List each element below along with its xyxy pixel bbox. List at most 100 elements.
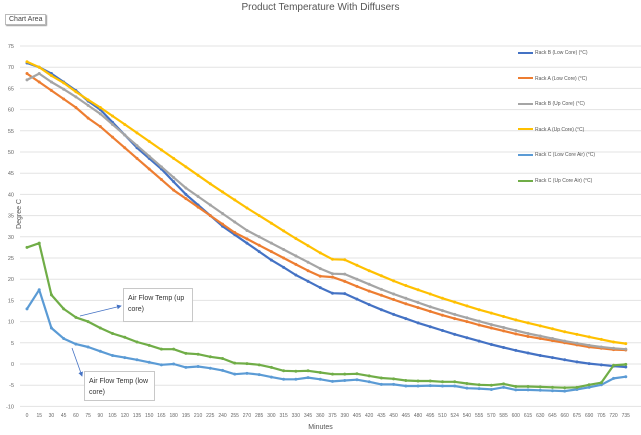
legend-swatch (518, 154, 533, 157)
data-point (587, 385, 591, 389)
chart-area-tooltip: Chart Area (5, 14, 47, 25)
x-tick-label: 225 (206, 413, 215, 419)
data-point (294, 377, 298, 381)
data-point (306, 376, 310, 380)
y-tick-label: 55 (8, 129, 14, 135)
data-point (318, 370, 322, 374)
series-2 (25, 72, 628, 351)
x-tick-label: 510 (438, 413, 447, 419)
x-tick-label: 675 (573, 413, 582, 419)
data-point (86, 98, 90, 102)
data-point (550, 385, 554, 389)
y-tick-label: 0 (11, 362, 14, 368)
data-point (575, 360, 579, 364)
data-point (563, 339, 567, 343)
data-point (477, 323, 481, 327)
data-point (624, 365, 628, 369)
x-tick-label: 75 (85, 413, 91, 419)
x-tick-label: 165 (157, 413, 166, 419)
data-point (538, 354, 542, 358)
data-point (294, 273, 298, 277)
data-point (62, 81, 66, 85)
annotation-low-core[interactable]: Air Flow Temp (low core) (84, 371, 155, 401)
data-point (282, 369, 286, 373)
legend-item[interactable]: Rack B (Low Core) (°C) (518, 50, 588, 60)
data-point (269, 258, 273, 262)
x-tick-label: 600 (512, 413, 521, 419)
data-point (489, 342, 493, 346)
data-point (538, 388, 542, 392)
data-point (269, 221, 273, 225)
data-point (269, 375, 273, 379)
data-point (86, 320, 90, 324)
data-point (306, 269, 310, 273)
data-point (208, 203, 212, 207)
data-point (416, 384, 420, 388)
data-point (294, 369, 298, 373)
data-point (453, 300, 457, 304)
legend-item[interactable]: Rack A (Up Core) (°C) (518, 127, 584, 137)
x-tick-label: 0 (26, 413, 29, 419)
legend-item[interactable]: Rack B (Up Core) (°C) (518, 101, 585, 111)
data-point (208, 366, 212, 370)
x-tick-label: 375 (328, 413, 337, 419)
x-tick-label: 660 (561, 413, 570, 419)
data-point (221, 222, 225, 226)
annotation-up-core[interactable]: Air Flow Temp (up core) (123, 288, 193, 322)
data-point (343, 258, 347, 262)
data-point (318, 274, 322, 278)
x-tick-label: 465 (402, 413, 411, 419)
series-line (26, 60, 626, 345)
x-tick-label: 120 (121, 413, 130, 419)
data-point (379, 308, 383, 312)
legend-item[interactable]: Rack C (Low Core Air) (°C) (518, 152, 595, 162)
data-point (392, 298, 396, 302)
data-point (172, 180, 176, 184)
data-point (147, 139, 151, 143)
data-point (245, 362, 249, 366)
data-point (538, 385, 542, 389)
data-point (331, 272, 334, 276)
data-point (123, 133, 127, 137)
data-point (502, 315, 506, 319)
legend-item[interactable]: Rack A (Low Core) (°C) (518, 76, 587, 86)
data-point (62, 97, 66, 101)
data-point (526, 384, 530, 388)
legend-item[interactable]: Rack C (Up Core Air) (°C) (518, 178, 592, 188)
data-point (575, 387, 579, 391)
data-point (514, 318, 518, 322)
data-point (612, 346, 616, 350)
data-point (624, 342, 628, 346)
data-point (502, 345, 506, 349)
y-tick-label: 45 (8, 171, 14, 177)
legend-label: Rack A (Low Core) (°C) (535, 75, 588, 82)
data-point (489, 323, 493, 327)
data-point (86, 103, 90, 107)
data-point (502, 326, 506, 330)
data-point (538, 337, 542, 341)
data-point (367, 269, 371, 273)
y-tick-label: 10 (8, 320, 14, 326)
data-point (550, 389, 554, 393)
data-point (392, 377, 396, 381)
data-point (379, 376, 383, 380)
x-tick-label: 450 (389, 413, 398, 419)
data-point (294, 262, 298, 266)
x-tick-label: 255 (231, 413, 240, 419)
series-line (26, 72, 626, 351)
data-point (49, 326, 53, 330)
data-point (318, 286, 322, 290)
x-tick-label: 330 (292, 413, 301, 419)
data-point (123, 122, 127, 126)
data-point (587, 343, 591, 347)
data-point (379, 293, 383, 297)
legend-label: Rack C (Up Core Air) (°C) (535, 178, 593, 184)
data-point (477, 319, 481, 323)
data-point (37, 288, 41, 292)
data-point (404, 379, 408, 383)
data-point (392, 292, 396, 296)
data-point (306, 244, 310, 248)
data-point (453, 384, 457, 388)
data-point (62, 337, 66, 341)
